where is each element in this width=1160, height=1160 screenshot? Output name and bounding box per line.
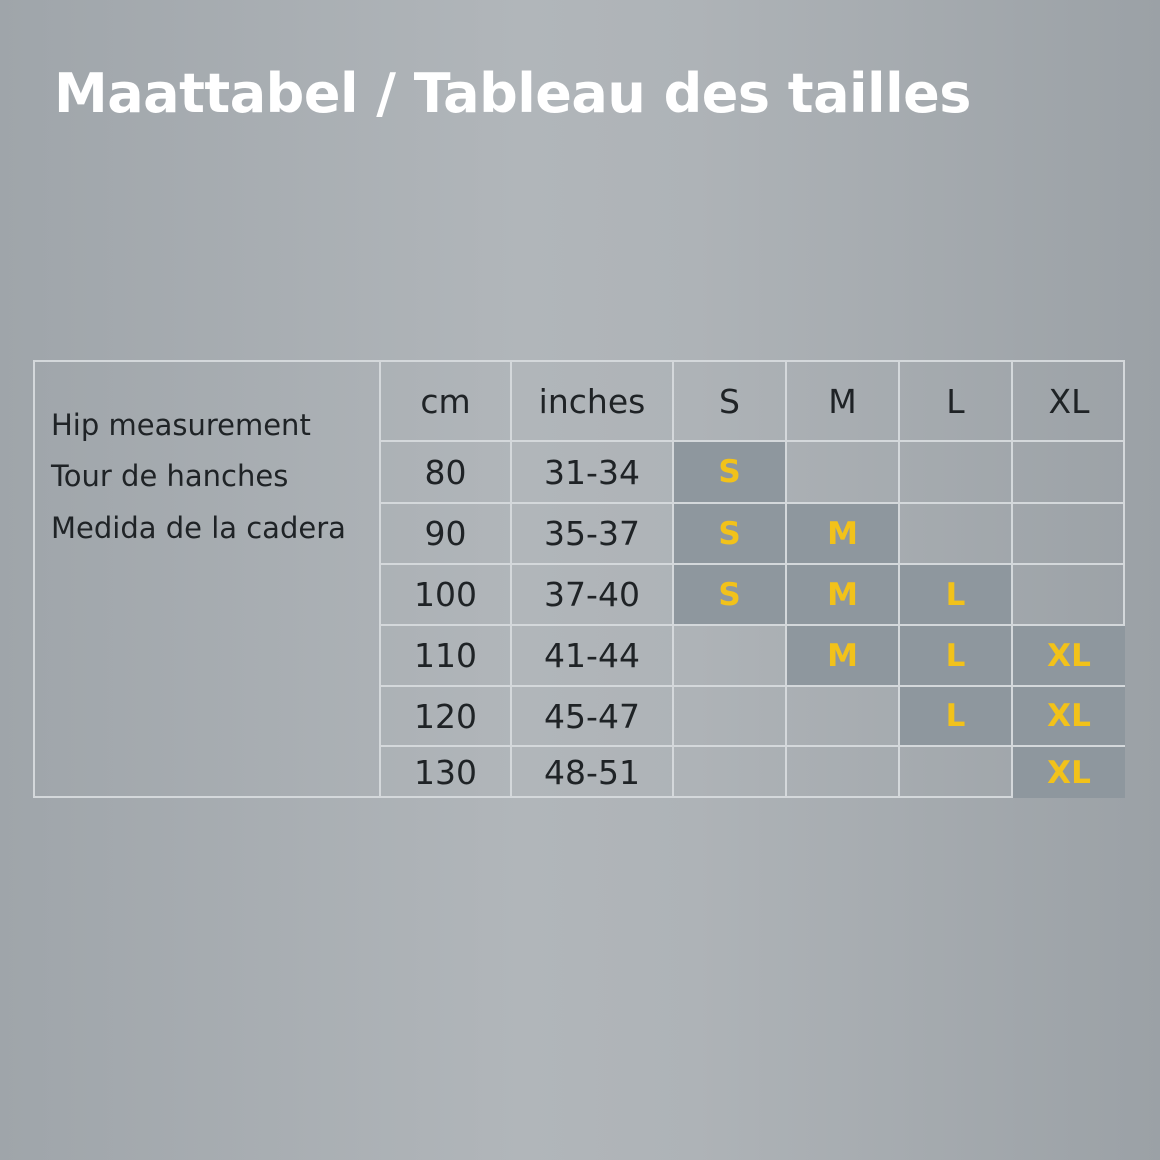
size-cell: L <box>900 626 1013 687</box>
size-table: Hip measurement Tour de hanches Medida d… <box>33 360 1125 798</box>
size-cell: S <box>674 565 787 626</box>
cell-text: 48-51 <box>544 753 640 792</box>
header-inches: inches <box>512 362 674 442</box>
size-cell: XL <box>1013 687 1125 747</box>
size-cell <box>1013 565 1125 626</box>
size-cell: S <box>674 442 787 504</box>
size-cell <box>674 747 787 798</box>
size-mark: M <box>827 637 858 674</box>
measurement-label-column: Hip measurement Tour de hanches Medida d… <box>35 362 381 796</box>
cm-cell: 130 <box>381 747 512 798</box>
cell-text: 37-40 <box>544 575 640 614</box>
size-cell <box>900 442 1013 504</box>
cell-text: 41-44 <box>544 636 640 675</box>
page-title: Maattabel / Tableau des tailles <box>54 62 971 125</box>
cm-cell: 110 <box>381 626 512 687</box>
size-cell <box>674 626 787 687</box>
cell-text: S <box>719 381 740 421</box>
header-l: L <box>900 362 1013 442</box>
size-cell <box>900 747 1013 798</box>
size-mark: S <box>718 454 741 490</box>
size-mark: XL <box>1047 698 1091 734</box>
cell-text: M <box>828 381 857 421</box>
inches-cell: 37-40 <box>512 565 674 626</box>
size-cell <box>900 504 1013 565</box>
cell-text: XL <box>1048 381 1090 421</box>
cell-text: 31-34 <box>544 452 640 492</box>
cell-text: 35-37 <box>544 514 640 553</box>
cell-text: cm <box>420 381 471 421</box>
size-mark: XL <box>1047 637 1091 674</box>
cell-text: 45-47 <box>544 696 640 736</box>
label-english: Hip measurement <box>51 408 311 442</box>
cell-text: 80 <box>424 452 467 492</box>
size-cell <box>787 442 900 504</box>
cell-text: 90 <box>424 514 467 553</box>
size-cell: M <box>787 626 900 687</box>
size-cell: XL <box>1013 747 1125 798</box>
inches-cell: 35-37 <box>512 504 674 565</box>
header-xl: XL <box>1013 362 1125 442</box>
size-cell <box>1013 504 1125 565</box>
size-cell: M <box>787 504 900 565</box>
size-mark: L <box>945 576 966 613</box>
size-mark: XL <box>1047 754 1091 791</box>
inches-cell: 45-47 <box>512 687 674 747</box>
cell-text: 100 <box>414 575 477 614</box>
size-cell <box>1013 442 1125 504</box>
size-mark: M <box>827 515 858 552</box>
size-mark: M <box>827 576 858 613</box>
size-cell <box>787 687 900 747</box>
inches-cell: 41-44 <box>512 626 674 687</box>
cm-cell: 100 <box>381 565 512 626</box>
size-mark: S <box>718 576 741 613</box>
inches-cell: 48-51 <box>512 747 674 798</box>
cell-text: inches <box>538 381 646 421</box>
size-cell <box>674 687 787 747</box>
size-cell: S <box>674 504 787 565</box>
inches-cell: 31-34 <box>512 442 674 504</box>
size-mark: L <box>945 698 966 734</box>
cell-text: L <box>946 381 965 421</box>
header-s: S <box>674 362 787 442</box>
size-cell: L <box>900 565 1013 626</box>
cm-cell: 80 <box>381 442 512 504</box>
size-mark: L <box>945 637 966 674</box>
size-cell: XL <box>1013 626 1125 687</box>
size-cell <box>787 747 900 798</box>
size-cell: M <box>787 565 900 626</box>
cm-cell: 90 <box>381 504 512 565</box>
size-cell: L <box>900 687 1013 747</box>
cell-text: 110 <box>414 636 477 675</box>
size-mark: S <box>718 515 741 552</box>
header-cm: cm <box>381 362 512 442</box>
label-spanish: Medida de la cadera <box>51 511 346 545</box>
header-m: M <box>787 362 900 442</box>
cm-cell: 120 <box>381 687 512 747</box>
cell-text: 120 <box>414 696 477 736</box>
cell-text: 130 <box>414 753 477 792</box>
label-french: Tour de hanches <box>51 459 289 493</box>
